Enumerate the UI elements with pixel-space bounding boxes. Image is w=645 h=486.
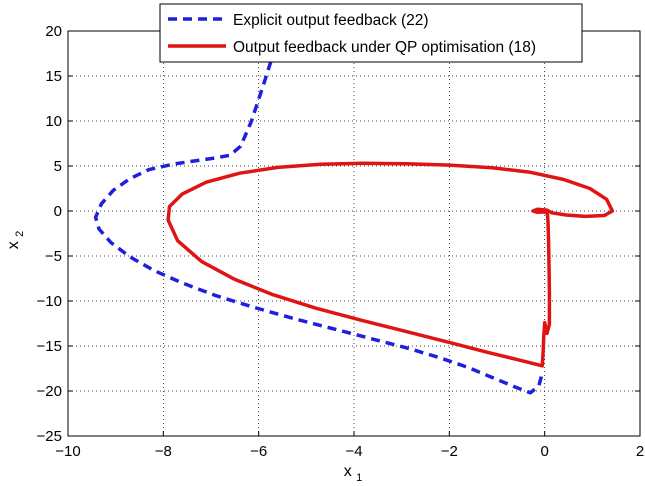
y-axis-label: x 2 (5, 231, 26, 250)
x-tick-label: −8 (155, 443, 172, 460)
x-axis-label-base: x (344, 463, 352, 480)
y-tick-label: 15 (45, 68, 62, 85)
plot-area (93, 46, 615, 395)
series-line-0 (93, 46, 544, 395)
legend-label-explicit: Explicit output feedback (22) (233, 12, 429, 29)
y-axis-label-base: x (5, 241, 22, 249)
x-tick-label: −6 (250, 443, 267, 460)
y-tick-label: −10 (37, 293, 62, 310)
x-tick-label: −2 (441, 443, 458, 460)
x-axis-label-subscript: 1 (356, 472, 362, 484)
y-tick-label: −25 (37, 428, 62, 445)
x-tick-label: −10 (55, 443, 80, 460)
x-axis-label: x 1 (344, 463, 363, 484)
x-tick-label: 2 (636, 443, 644, 460)
y-axis-label-subscript: 2 (14, 231, 26, 237)
legend-box (159, 3, 583, 63)
grid (68, 31, 640, 436)
x-tick-label: 0 (540, 443, 548, 460)
series-line-1 (166, 161, 615, 368)
y-tick-label: 5 (54, 158, 62, 175)
x-tick-label: −4 (345, 443, 362, 460)
legend: Explicit output feedback (22) Output fee… (159, 3, 583, 63)
y-tick-label: −20 (37, 383, 62, 400)
y-tick-label: 10 (45, 113, 62, 130)
y-tick-label: −15 (37, 338, 62, 355)
legend-label-qp: Output feedback under QP optimisation (1… (233, 39, 536, 56)
y-tick-label: −5 (45, 248, 62, 265)
y-tick-label: 0 (54, 203, 62, 220)
y-tick-label: 20 (45, 23, 62, 40)
